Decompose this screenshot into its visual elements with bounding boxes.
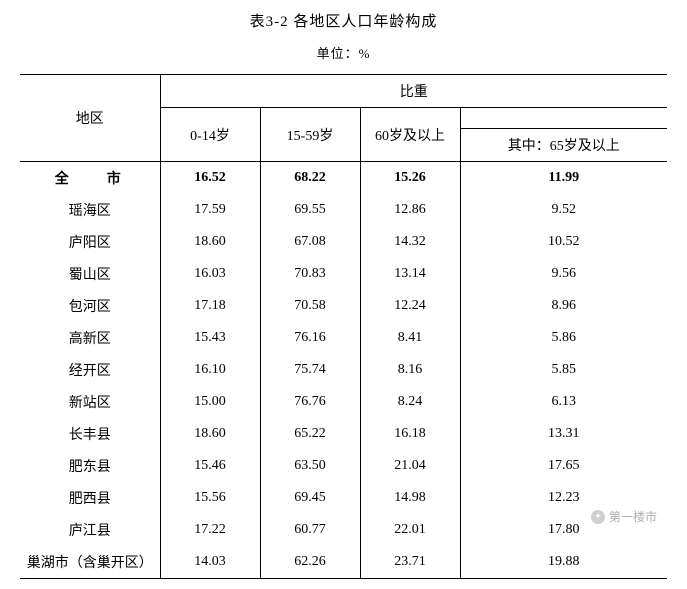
cell-region: 肥东县	[20, 450, 160, 482]
header-age-15-59: 15-59岁	[260, 108, 360, 162]
cell-value: 16.18	[360, 418, 460, 450]
cell-value: 67.08	[260, 226, 360, 258]
header-age-65plus: 其中：65岁及以上	[460, 129, 667, 162]
header-age-0-14: 0-14岁	[160, 108, 260, 162]
header-proportion: 比重	[160, 75, 667, 108]
cell-value: 76.16	[260, 322, 360, 354]
cell-value: 15.43	[160, 322, 260, 354]
age-composition-table: 地区 比重 0-14岁 15-59岁 60岁及以上 其中：65岁及以上 全 市 …	[20, 74, 667, 579]
cell-value: 14.32	[360, 226, 460, 258]
watermark: ✦ 第一楼市	[591, 508, 657, 525]
cell-value: 12.86	[360, 194, 460, 226]
cell-value: 13.14	[360, 258, 460, 290]
cell-value: 8.16	[360, 354, 460, 386]
cell-value: 17.18	[160, 290, 260, 322]
cell-value: 23.71	[360, 546, 460, 579]
header-region: 地区	[20, 75, 160, 162]
table-row: 长丰县18.6065.2216.1813.31	[20, 418, 667, 450]
cell-region: 庐阳区	[20, 226, 160, 258]
table-row: 蜀山区16.0370.8313.149.56	[20, 258, 667, 290]
cell-value: 60.77	[260, 514, 360, 546]
cell-value: 69.45	[260, 482, 360, 514]
cell-value: 65.22	[260, 418, 360, 450]
cell-value: 13.31	[460, 418, 667, 450]
cell-value: 17.22	[160, 514, 260, 546]
cell-value: 11.99	[460, 162, 667, 195]
cell-value: 9.56	[460, 258, 667, 290]
cell-value: 5.86	[460, 322, 667, 354]
cell-value: 16.10	[160, 354, 260, 386]
cell-value: 8.96	[460, 290, 667, 322]
watermark-text: 第一楼市	[609, 508, 657, 525]
cell-value: 63.50	[260, 450, 360, 482]
cell-value: 21.04	[360, 450, 460, 482]
cell-region: 长丰县	[20, 418, 160, 450]
cell-value: 18.60	[160, 226, 260, 258]
cell-value: 70.58	[260, 290, 360, 322]
cell-value: 68.22	[260, 162, 360, 195]
cell-value: 15.46	[160, 450, 260, 482]
table-row: 巢湖市（含巢开区）14.0362.2623.7119.88	[20, 546, 667, 579]
table-row: 庐江县17.2260.7722.0117.80	[20, 514, 667, 546]
cell-value: 75.74	[260, 354, 360, 386]
cell-value: 18.60	[160, 418, 260, 450]
cell-value: 14.03	[160, 546, 260, 579]
cell-value: 69.55	[260, 194, 360, 226]
table-row: 高新区15.4376.168.415.86	[20, 322, 667, 354]
header-age-60plus: 60岁及以上	[360, 108, 460, 162]
cell-value: 9.52	[460, 194, 667, 226]
table-row: 经开区16.1075.748.165.85	[20, 354, 667, 386]
cell-region: 包河区	[20, 290, 160, 322]
cell-value: 16.03	[160, 258, 260, 290]
cell-region: 新站区	[20, 386, 160, 418]
table-body: 全 市 16.52 68.22 15.26 11.99 瑶海区17.5969.5…	[20, 162, 667, 579]
cell-value: 62.26	[260, 546, 360, 579]
cell-value: 15.26	[360, 162, 460, 195]
cell-value: 5.85	[460, 354, 667, 386]
cell-value: 70.83	[260, 258, 360, 290]
cell-region: 庐江县	[20, 514, 160, 546]
table-row: 包河区17.1870.5812.248.96	[20, 290, 667, 322]
cell-value: 17.65	[460, 450, 667, 482]
cell-region: 瑶海区	[20, 194, 160, 226]
cell-value: 15.56	[160, 482, 260, 514]
cell-value: 6.13	[460, 386, 667, 418]
cell-value: 19.88	[460, 546, 667, 579]
cell-region: 蜀山区	[20, 258, 160, 290]
table-row: 瑶海区17.5969.5512.869.52	[20, 194, 667, 226]
wechat-icon: ✦	[591, 510, 605, 524]
unit-label: 单位：%	[20, 43, 667, 62]
table-row: 庐阳区18.6067.0814.3210.52	[20, 226, 667, 258]
cell-value: 76.76	[260, 386, 360, 418]
table-row: 肥西县15.5669.4514.9812.23	[20, 482, 667, 514]
cell-region: 肥西县	[20, 482, 160, 514]
table-row: 肥东县15.4663.5021.0417.65	[20, 450, 667, 482]
cell-value: 10.52	[460, 226, 667, 258]
cell-value: 22.01	[360, 514, 460, 546]
row-total: 全 市 16.52 68.22 15.26 11.99	[20, 162, 667, 195]
table-title: 表3-2 各地区人口年龄构成	[20, 10, 667, 31]
cell-region: 巢湖市（含巢开区）	[20, 546, 160, 579]
cell-region: 全 市	[20, 162, 160, 195]
cell-value: 16.52	[160, 162, 260, 195]
cell-value: 15.00	[160, 386, 260, 418]
cell-value: 12.24	[360, 290, 460, 322]
cell-region: 经开区	[20, 354, 160, 386]
cell-region: 高新区	[20, 322, 160, 354]
table-row: 新站区15.0076.768.246.13	[20, 386, 667, 418]
cell-value: 8.41	[360, 322, 460, 354]
cell-value: 17.59	[160, 194, 260, 226]
cell-value: 14.98	[360, 482, 460, 514]
cell-value: 8.24	[360, 386, 460, 418]
